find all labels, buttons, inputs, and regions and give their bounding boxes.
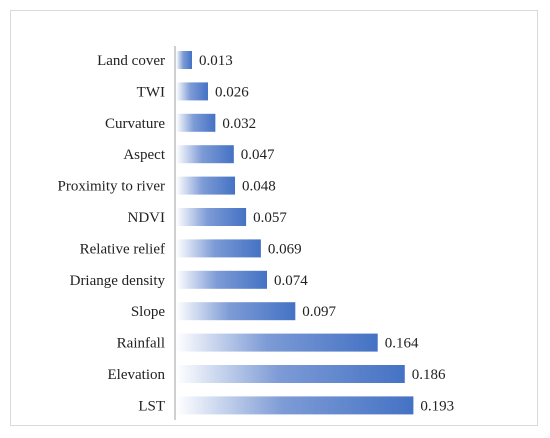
bar-lst: [176, 396, 414, 415]
bar-rainfall: [176, 333, 378, 352]
data-label: 0.074: [274, 273, 308, 289]
category-label: Land cover: [97, 53, 165, 69]
data-label: 0.193: [420, 398, 454, 414]
bar-driange-density: [176, 270, 268, 289]
data-label: 0.057: [253, 210, 287, 226]
category-label: Driange density: [70, 273, 166, 289]
bar-slope: [176, 302, 296, 321]
category-label: Proximity to river: [58, 179, 166, 195]
bar-aspect: [176, 145, 234, 164]
category-label: Slope: [131, 304, 166, 320]
bar-curvature: [176, 113, 216, 132]
data-label: 0.026: [215, 84, 249, 100]
bar-relative-relief: [176, 239, 261, 258]
category-label: TWI: [137, 84, 165, 100]
bar-elevation: [176, 365, 405, 383]
data-label: 0.013: [199, 53, 233, 69]
category-label: Elevation: [108, 367, 166, 383]
data-label: 0.186: [412, 367, 446, 383]
category-label: Curvature: [105, 116, 165, 132]
category-label: LST: [138, 398, 165, 414]
data-label: 0.097: [302, 304, 336, 320]
bar-proximity-to-river: [176, 176, 236, 195]
data-label: 0.032: [222, 116, 256, 132]
category-label: NDVI: [128, 210, 166, 226]
category-label: Rainfall: [117, 336, 165, 352]
bar-twi: [176, 82, 208, 101]
category-label: Relative relief: [80, 241, 165, 257]
data-label: 0.048: [242, 179, 276, 195]
category-label: Aspect: [123, 147, 165, 163]
bar-ndvi: [176, 208, 247, 226]
chart-frame: [10, 10, 538, 426]
data-label: 0.164: [385, 336, 419, 352]
data-label: 0.047: [241, 147, 275, 163]
data-label: 0.069: [268, 241, 302, 257]
bar-land-cover: [176, 51, 192, 69]
